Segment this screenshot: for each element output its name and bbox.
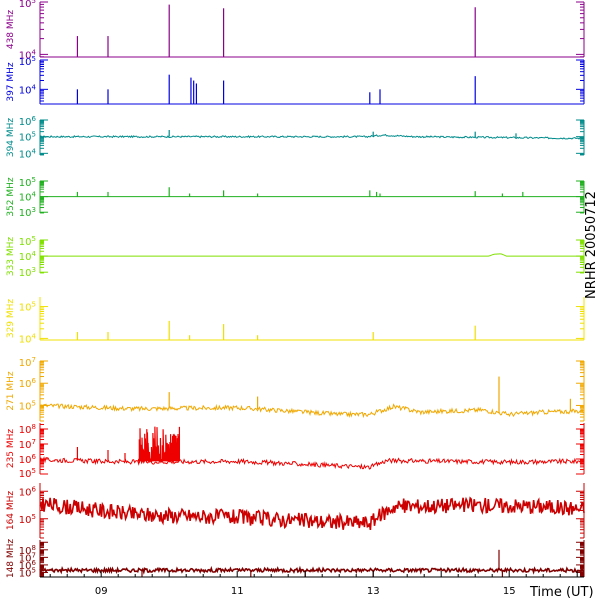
- series-trace: [40, 133, 585, 140]
- burst-region: [138, 426, 180, 464]
- series-trace: [39, 496, 585, 531]
- panel-label: 235 MHz: [6, 429, 16, 469]
- series-trace: [39, 403, 585, 419]
- panel-label: 164 MHz: [6, 491, 16, 531]
- panel-label: 394 MHz: [6, 118, 16, 158]
- panel-label: 438 MHz: [6, 10, 16, 50]
- series-trace: [39, 565, 585, 575]
- x-tick-label: 09: [95, 586, 108, 597]
- series-trace: [39, 456, 585, 470]
- station-date-label: NRHR 20050712: [584, 191, 599, 299]
- x-axis-title: Time (UT): [529, 585, 594, 600]
- x-tick-label: 15: [503, 586, 516, 597]
- series-trace: [40, 253, 584, 257]
- panel-label: 271 MHz: [6, 371, 16, 411]
- panel-label: 333 MHz: [6, 237, 16, 277]
- panel-label: 148 MHz: [6, 539, 16, 579]
- panel-label: 397 MHz: [6, 62, 16, 102]
- panel-label: 329 MHz: [6, 299, 16, 339]
- x-tick-label: 11: [231, 586, 244, 597]
- y-tick-label: 105: [19, 0, 36, 10]
- time-axis: 09 11 13 15: [40, 571, 584, 597]
- x-tick-label: 13: [367, 586, 380, 597]
- panel-label: 352 MHz: [6, 177, 16, 217]
